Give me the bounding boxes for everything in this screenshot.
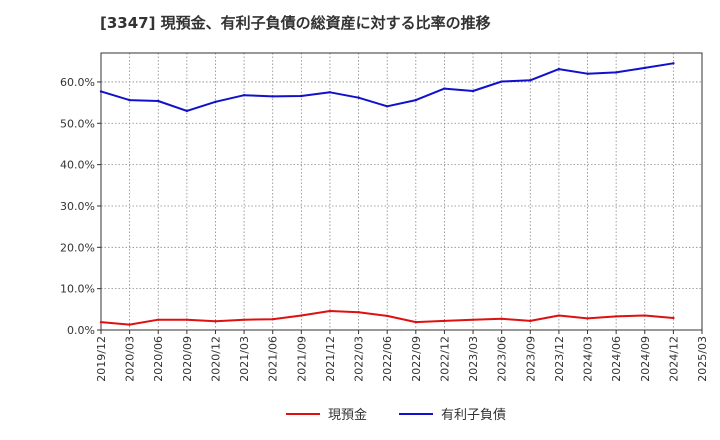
data-point: [471, 89, 475, 93]
legend-label: 有利子負債: [441, 408, 506, 423]
data-point: [242, 93, 246, 97]
x-tick-label: 2020/06: [152, 336, 165, 382]
x-tick-label: 2021/09: [295, 336, 308, 382]
data-point: [157, 318, 160, 321]
x-tick-label: 2022/09: [410, 336, 423, 382]
x-tick-label: 2024/06: [610, 336, 623, 382]
x-tick-label: 2021/06: [267, 336, 280, 382]
x-tick-label: 2023/03: [467, 336, 480, 382]
x-tick-label: 2023/12: [553, 336, 566, 382]
data-point: [357, 311, 360, 314]
x-tick-label: 2020/03: [124, 336, 137, 382]
legend-label: 現預金: [328, 407, 367, 423]
data-point: [128, 98, 131, 102]
x-tick-label: 2021/12: [324, 336, 337, 382]
x-tick-label: 2022/12: [438, 336, 451, 382]
y-tick-label: 40.0%: [60, 159, 95, 172]
data-point: [414, 98, 418, 102]
plot-area: [101, 53, 702, 330]
data-point: [643, 66, 646, 70]
y-tick-label: 50.0%: [60, 117, 95, 130]
data-point: [157, 99, 160, 103]
data-point: [557, 67, 561, 71]
x-tick-label: 2022/03: [353, 336, 366, 382]
data-point: [214, 320, 217, 323]
data-point: [128, 323, 131, 326]
y-tick-label: 10.0%: [60, 283, 95, 296]
data-point: [414, 320, 418, 324]
data-point: [672, 62, 675, 65]
data-point: [614, 315, 618, 318]
data-point: [385, 314, 389, 318]
data-point: [443, 87, 446, 90]
x-tick-label: 2021/03: [238, 336, 251, 382]
data-point: [214, 100, 217, 103]
data-point: [99, 320, 103, 324]
data-point: [300, 94, 303, 98]
data-point: [672, 316, 675, 320]
y-tick-label: 30.0%: [60, 200, 95, 213]
x-tick-label: 2024/03: [582, 336, 595, 382]
y-tick-label: 20.0%: [60, 241, 95, 254]
x-tick-label: 2022/06: [381, 336, 394, 382]
data-point: [185, 109, 189, 113]
data-point: [271, 95, 274, 98]
x-tick-label: 2020/12: [209, 336, 222, 382]
x-tick-label: 2025/03: [696, 336, 709, 382]
data-point: [185, 318, 189, 321]
x-tick-label: 2024/12: [667, 336, 680, 382]
plot-frame: [100, 52, 703, 331]
data-point: [328, 309, 332, 313]
data-point: [328, 91, 332, 94]
data-point: [300, 314, 303, 317]
data-point: [99, 90, 103, 93]
data-point: [529, 319, 532, 323]
data-point: [242, 318, 246, 321]
x-tick-label: 2023/09: [524, 336, 537, 382]
data-point: [500, 317, 503, 321]
data-point: [271, 318, 274, 321]
data-point: [529, 79, 532, 82]
data-point: [357, 96, 360, 99]
y-tick-label: 0.0%: [67, 324, 95, 337]
chart-title: [3347] 現預金、有利子負債の総資産に対する比率の推移: [100, 14, 491, 32]
x-tick-label: 2024/09: [639, 336, 652, 382]
x-tick-label: 2023/06: [496, 336, 509, 382]
data-point: [586, 317, 589, 320]
data-point: [385, 105, 389, 108]
data-point: [643, 314, 646, 317]
x-tick-label: 2019/12: [95, 336, 108, 382]
data-point: [471, 318, 475, 321]
data-point: [586, 72, 589, 75]
data-point: [557, 314, 561, 317]
data-point: [443, 319, 446, 323]
x-tick-label: 2020/09: [181, 336, 194, 382]
data-point: [500, 80, 503, 83]
data-point: [614, 71, 618, 74]
y-tick-label: 60.0%: [60, 76, 95, 89]
